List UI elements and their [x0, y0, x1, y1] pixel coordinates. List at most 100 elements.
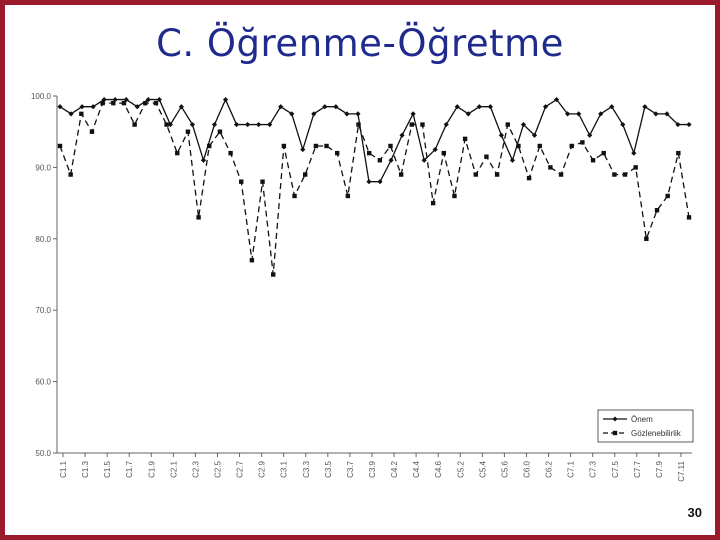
data-point-onem: [200, 157, 207, 163]
data-point-gozlenebilirlik: [207, 143, 212, 149]
x-tick-label: C7.3: [589, 460, 598, 477]
data-point-onem: [123, 96, 129, 103]
data-point-gozlenebilirlik: [612, 172, 617, 177]
data-point-gozlenebilirlik: [260, 179, 265, 184]
data-point-onem: [90, 104, 96, 110]
data-point-gozlenebilirlik: [292, 193, 297, 199]
data-point-onem: [145, 96, 151, 103]
data-point-onem: [134, 104, 140, 110]
data-point-gozlenebilirlik: [462, 136, 468, 142]
data-point-gozlenebilirlik: [644, 236, 649, 241]
data-point-onem: [432, 146, 438, 153]
data-point-onem: [609, 104, 615, 110]
x-tick-label: C6.2: [545, 460, 554, 477]
data-point-gozlenebilirlik: [686, 215, 692, 220]
x-tick-label: C3.5: [324, 460, 333, 477]
data-point-gozlenebilirlik: [398, 172, 404, 177]
slide-title: C. Öğrenme-Öğretme: [156, 22, 564, 65]
data-point-gozlenebilirlik: [377, 158, 383, 163]
data-point-onem: [520, 121, 527, 128]
data-point-gozlenebilirlik: [366, 150, 372, 156]
data-point-gozlenebilirlik: [537, 143, 542, 149]
x-tick-label: C1.9: [147, 460, 156, 477]
y-tick-label: 90.0: [35, 163, 51, 172]
data-point-gozlenebilirlik: [143, 100, 148, 106]
data-point-onem: [377, 179, 383, 185]
data-point-onem: [344, 111, 350, 117]
data-point-gozlenebilirlik: [654, 208, 660, 213]
data-point-onem: [366, 179, 372, 185]
data-point-onem: [68, 111, 74, 117]
data-point-onem: [79, 104, 85, 110]
data-point-gozlenebilirlik: [196, 215, 201, 220]
data-point-onem: [642, 104, 648, 110]
data-point-onem: [542, 104, 549, 110]
x-tick-label: C2.5: [213, 460, 222, 477]
data-point-gozlenebilirlik: [580, 140, 585, 145]
data-point-gozlenebilirlik: [324, 143, 329, 149]
x-tick-label: C2.3: [191, 460, 200, 477]
data-point-onem: [333, 104, 339, 110]
data-point-gozlenebilirlik: [111, 100, 116, 106]
data-point-onem: [355, 111, 361, 117]
data-point-gozlenebilirlik: [164, 122, 169, 127]
data-point-gozlenebilirlik: [239, 179, 244, 184]
data-point-gozlenebilirlik: [494, 172, 500, 177]
x-tick-label: C3.7: [346, 460, 355, 477]
data-point-onem: [675, 121, 681, 128]
data-point-onem: [112, 96, 118, 103]
data-point-gozlenebilirlik: [68, 172, 73, 177]
y-tick-label: 60.0: [35, 378, 51, 387]
data-point-onem: [587, 132, 593, 138]
data-point-onem: [244, 121, 251, 128]
data-point-gozlenebilirlik: [121, 100, 127, 106]
data-point-gozlenebilirlik: [441, 150, 446, 156]
data-point-onem: [631, 150, 637, 156]
data-point-onem: [565, 111, 571, 117]
data-point-gozlenebilirlik: [622, 172, 628, 177]
legend-marker: [612, 430, 618, 436]
data-point-onem: [311, 111, 317, 117]
data-point-gozlenebilirlik: [388, 143, 393, 149]
x-tick-label: C5.6: [500, 460, 509, 477]
x-tick-label: C7.5: [611, 460, 620, 477]
data-point-onem: [576, 111, 582, 117]
legend-marker: [612, 416, 618, 422]
chart-svg: 100.0 90.0 80.0 70.0 60.0 50.0 C1.1 C1.3 C1.5 C1.…: [31, 92, 694, 482]
legend-label: Önem: [631, 415, 653, 424]
page-number: 30: [687, 505, 702, 520]
data-point-gozlenebilirlik: [665, 193, 670, 199]
data-point-onem: [189, 121, 196, 128]
data-point-onem: [686, 121, 692, 128]
data-point-gozlenebilirlik: [79, 111, 84, 117]
data-point-gozlenebilirlik: [100, 100, 105, 106]
x-tick-label: C4.4: [412, 460, 421, 477]
legend-box: [597, 409, 694, 443]
data-point-onem: [421, 157, 427, 163]
x-tick-label: C4.2: [390, 460, 399, 477]
data-point-gozlenebilirlik: [356, 122, 361, 127]
x-tick-label: C5.4: [478, 460, 487, 477]
data-point-gozlenebilirlik: [334, 150, 340, 156]
data-point-gozlenebilirlik: [558, 172, 564, 177]
data-point-onem: [410, 111, 416, 117]
data-point-onem: [300, 146, 306, 153]
data-point-onem: [211, 121, 218, 128]
x-tick-label: C7.7: [633, 460, 642, 477]
x-tick-label: C6.0: [522, 460, 531, 477]
data-point-gozlenebilirlik: [676, 150, 681, 156]
data-point-onem: [101, 96, 107, 103]
data-point-gozlenebilirlik: [633, 165, 638, 170]
data-point-gozlenebilirlik: [313, 143, 319, 149]
x-tick-label: C1.5: [103, 460, 112, 477]
data-point-onem: [620, 121, 626, 128]
data-point-onem: [598, 111, 604, 117]
data-point-gozlenebilirlik: [601, 150, 606, 156]
data-point-gozlenebilirlik: [57, 143, 63, 149]
data-point-onem: [57, 104, 63, 110]
data-point-gozlenebilirlik: [132, 122, 137, 127]
x-tick-label: C1.3: [81, 460, 90, 477]
y-tick-label: 80.0: [35, 235, 51, 244]
x-tick-label: C2.9: [258, 460, 267, 477]
data-point-gozlenebilirlik: [228, 150, 233, 156]
